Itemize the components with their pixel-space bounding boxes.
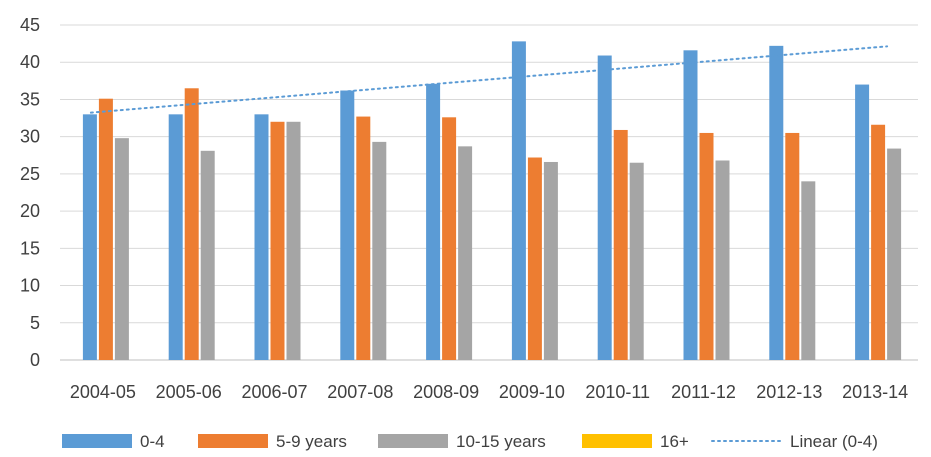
bars <box>82 41 902 361</box>
y-tick-label: 30 <box>20 127 40 147</box>
legend-label: 5-9 years <box>276 432 347 451</box>
x-tick-label: 2012-13 <box>756 382 822 402</box>
bar-5-9-years <box>871 124 886 360</box>
x-tick-label: 2005-06 <box>156 382 222 402</box>
y-tick-label: 45 <box>20 15 40 35</box>
legend-label: 10-15 years <box>456 432 546 451</box>
y-tick-label: 40 <box>20 52 40 72</box>
bar-5-9-years <box>527 157 542 360</box>
bar-10-15-years <box>715 160 730 360</box>
bar-10-15-years <box>286 121 301 361</box>
bar-5-9-years <box>98 98 113 360</box>
legend-swatch <box>582 434 652 448</box>
legend-label: 0-4 <box>140 432 165 451</box>
bar-5-9-years <box>442 117 457 360</box>
bar-5-9-years <box>785 132 800 360</box>
bar-0-4 <box>597 55 612 361</box>
y-tick-label: 5 <box>30 313 40 333</box>
x-tick-label: 2007-08 <box>327 382 393 402</box>
y-tick-label: 20 <box>20 201 40 221</box>
bar-0-4 <box>340 90 355 360</box>
x-tick-label: 2008-09 <box>413 382 479 402</box>
y-tick-label: 10 <box>20 276 40 296</box>
x-tick-label: 2011-12 <box>671 382 736 402</box>
trendline-layer <box>89 45 889 114</box>
x-tick-label: 2010-11 <box>585 382 650 402</box>
bar-0-4 <box>511 41 526 360</box>
bar-5-9-years <box>613 129 628 360</box>
bar-5-9-years <box>184 88 199 361</box>
bar-10-15-years <box>887 148 902 360</box>
x-tick-label: 2013-14 <box>842 382 908 402</box>
bar-10-15-years <box>629 162 644 360</box>
bar-5-9-years <box>356 116 371 360</box>
bar-10-15-years <box>200 150 215 360</box>
bar-10-15-years <box>801 181 816 360</box>
bar-0-4 <box>254 114 269 360</box>
legend-swatch <box>62 434 132 448</box>
bar-10-15-years <box>372 141 387 360</box>
bar-10-15-years <box>543 161 558 360</box>
bar-0-4 <box>82 114 97 360</box>
x-tick-label: 2009-10 <box>499 382 565 402</box>
y-tick-label: 35 <box>20 89 40 109</box>
bar-0-4 <box>769 45 784 360</box>
x-tick-label: 2006-07 <box>241 382 307 402</box>
y-tick-label: 15 <box>20 238 40 258</box>
legend-label: Linear (0-4) <box>790 432 878 451</box>
bar-0-4 <box>855 84 870 361</box>
x-tick-label: 2004-05 <box>70 382 136 402</box>
bar-5-9-years <box>699 132 714 360</box>
trendline <box>89 45 889 114</box>
legend: 0-4 5-9 years 10-15 years 16+ Linear (0-4) <box>62 432 878 451</box>
legend-swatch <box>198 434 268 448</box>
bar-0-4 <box>426 83 441 361</box>
bar-0-4 <box>683 50 698 361</box>
bar-10-15-years <box>458 146 473 360</box>
bar-5-9-years <box>270 121 285 361</box>
y-tick-label: 25 <box>20 164 40 184</box>
legend-label: 16+ <box>660 432 689 451</box>
bar-0-4 <box>168 114 183 360</box>
x-axis-tick-labels: 2004-05 2005-06 2006-07 2007-08 2008-09 2009-… <box>70 382 908 402</box>
legend-swatch <box>378 434 448 448</box>
bar-10-15-years <box>114 138 129 360</box>
y-tick-label: 0 <box>30 350 40 370</box>
y-axis-tick-labels: 0 5 10 15 20 25 30 35 40 45 <box>20 15 40 370</box>
